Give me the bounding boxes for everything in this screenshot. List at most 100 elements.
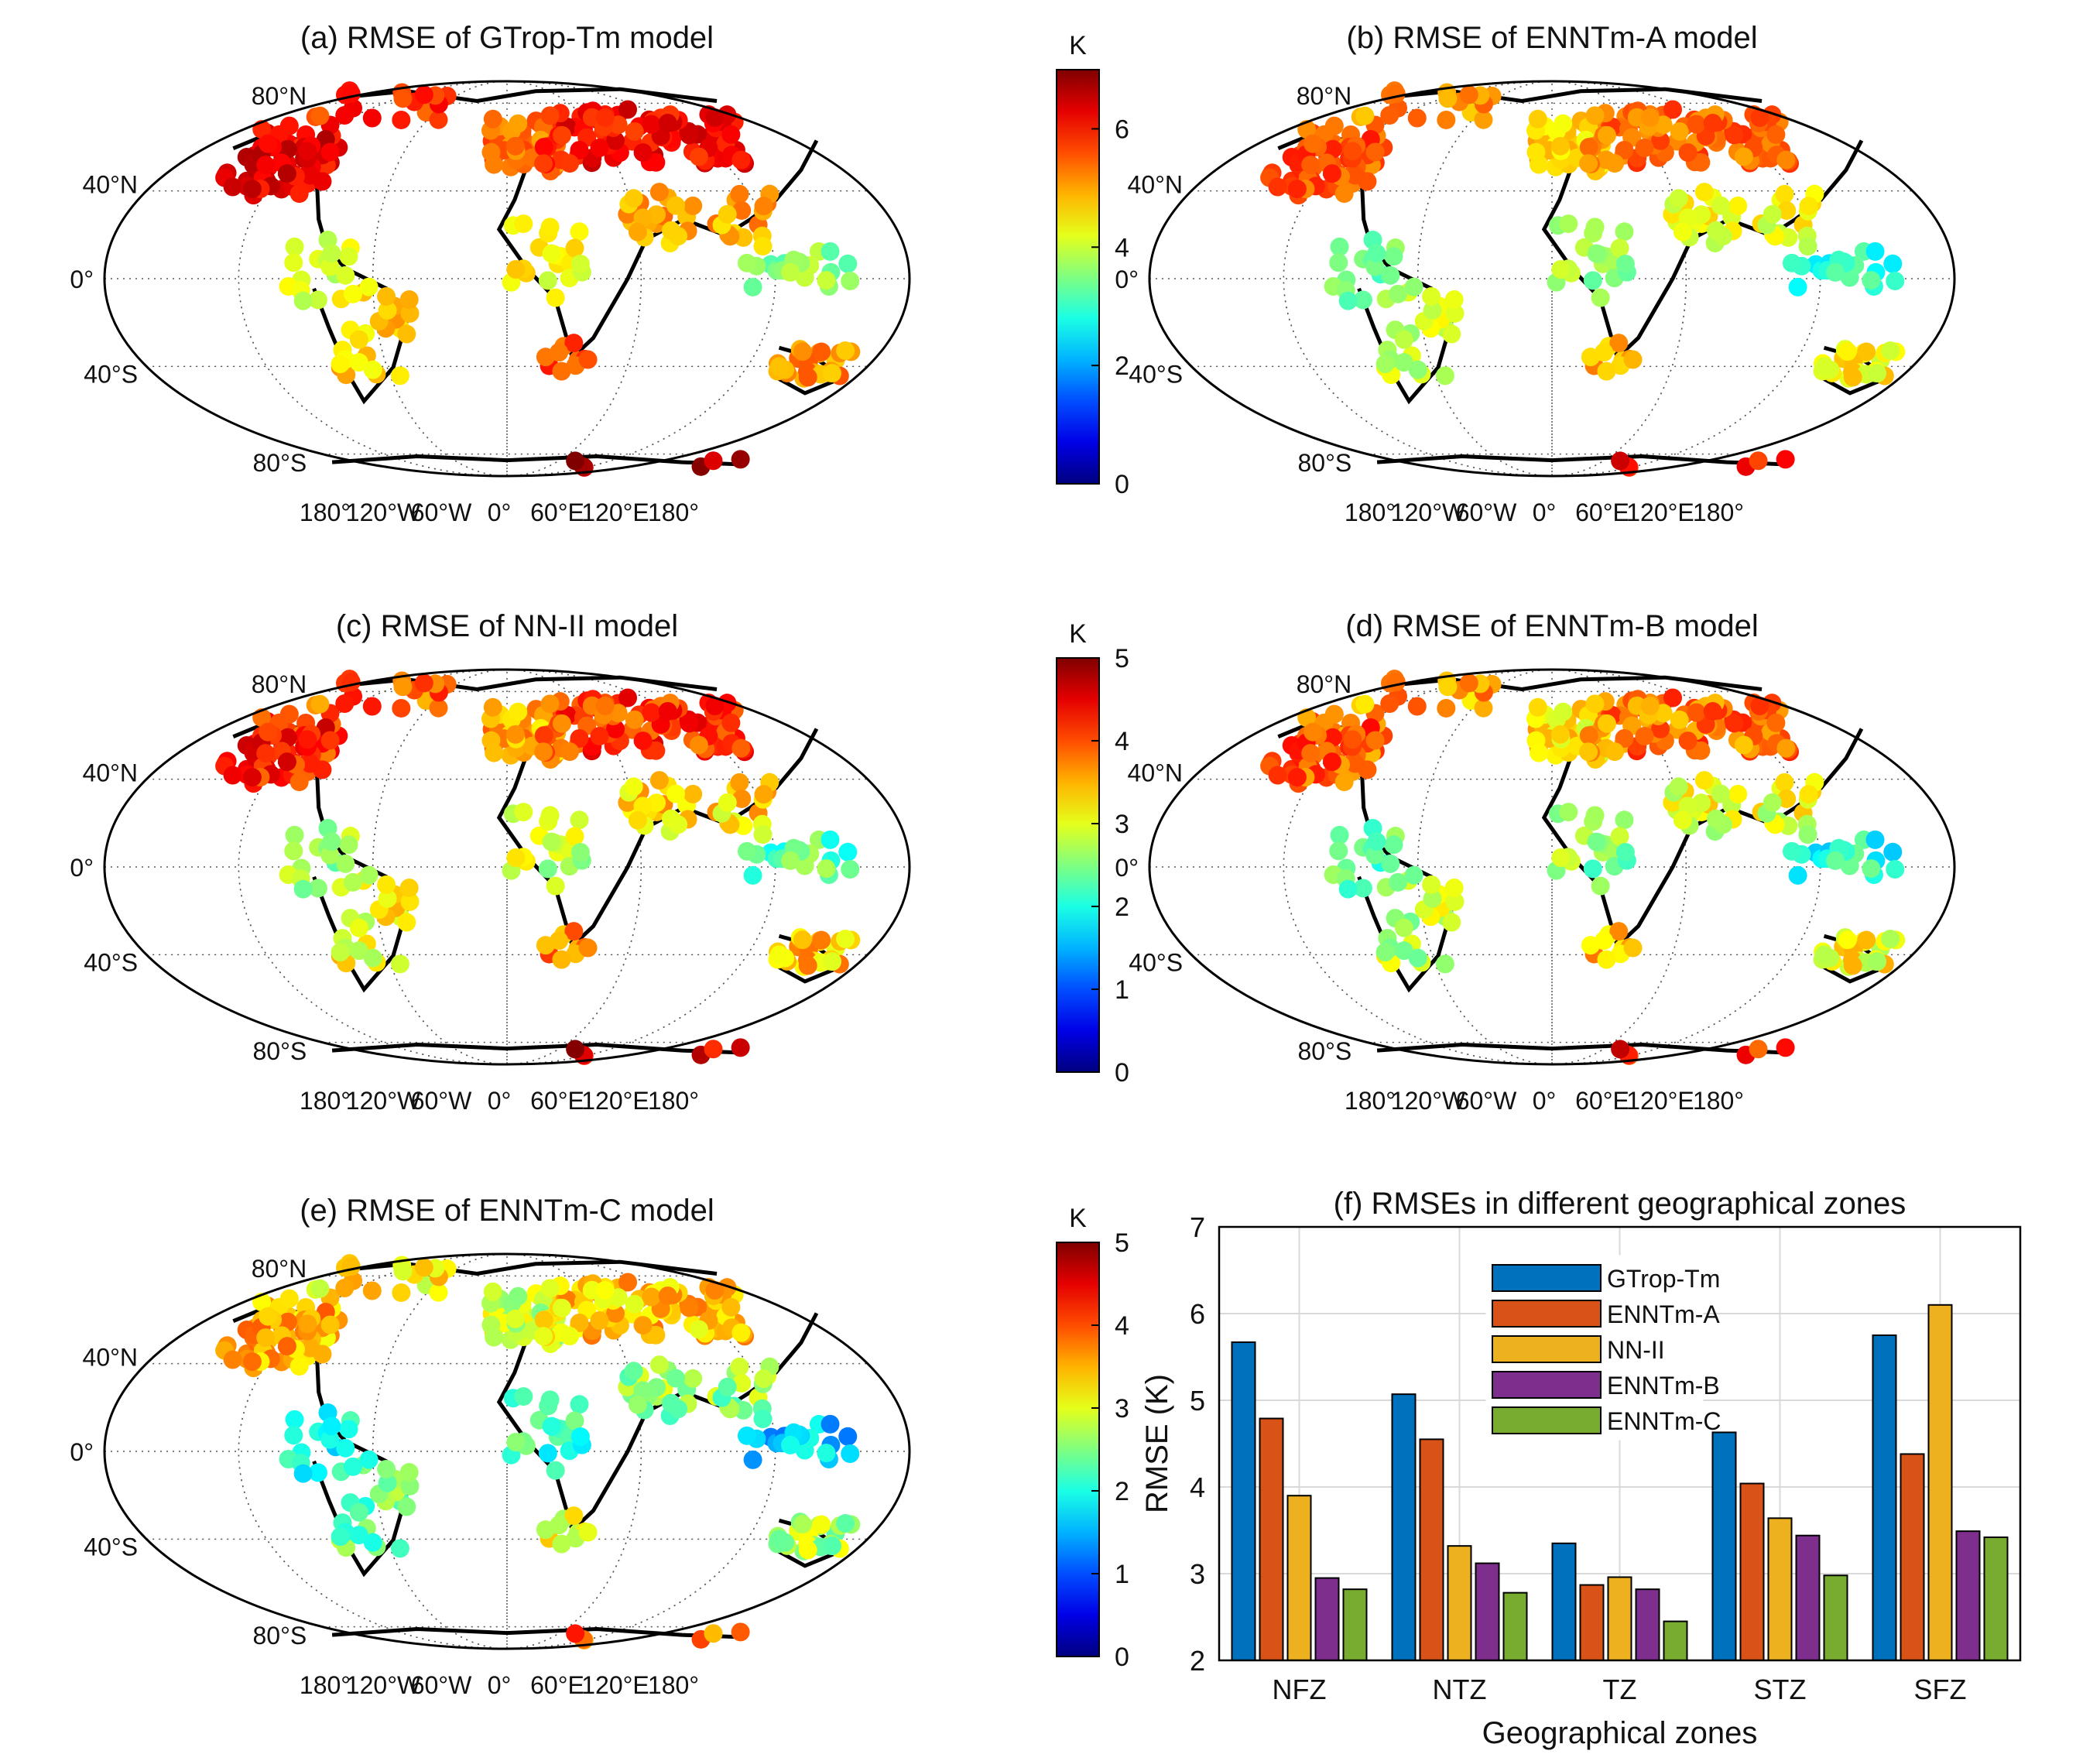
station-point — [625, 122, 644, 141]
longitude-label: 60°E — [1575, 1087, 1629, 1115]
station-point — [1838, 342, 1857, 361]
station-point — [649, 1355, 669, 1375]
station-point — [570, 1313, 589, 1332]
station-point — [1343, 730, 1362, 749]
station-point — [399, 290, 419, 310]
colorbar-unit: K — [1069, 31, 1087, 60]
station-point — [550, 343, 569, 362]
station-point — [1585, 694, 1605, 714]
station-point — [1669, 189, 1688, 208]
station-point — [590, 139, 609, 158]
station-point — [542, 832, 561, 851]
station-point — [1591, 288, 1610, 307]
station-point — [1750, 108, 1769, 128]
station-point — [542, 244, 561, 263]
station-point — [298, 142, 317, 161]
station-point — [506, 259, 526, 279]
station-point — [284, 253, 303, 272]
station-point — [590, 727, 609, 746]
station-point — [1706, 221, 1725, 240]
station-point — [534, 154, 553, 173]
station-point — [812, 930, 831, 950]
station-point — [624, 777, 643, 797]
bar-gtrop-tm — [1711, 1431, 1737, 1661]
station-point — [1585, 806, 1605, 825]
legend-swatch — [1492, 1264, 1602, 1292]
x-tick-label: SFZ — [1914, 1674, 1967, 1705]
station-point — [298, 730, 317, 749]
station-point — [509, 114, 528, 133]
station-point — [335, 1279, 355, 1298]
station-point — [279, 704, 299, 724]
station-point — [1883, 842, 1903, 862]
station-point — [331, 355, 350, 374]
station-point — [509, 702, 528, 721]
station-point — [259, 722, 278, 742]
station-point — [1442, 324, 1461, 344]
station-point — [658, 1286, 677, 1305]
station-point — [689, 1320, 708, 1339]
station-point — [730, 773, 749, 792]
station-point — [820, 1414, 840, 1434]
station-point — [718, 793, 737, 812]
station-point — [1268, 766, 1287, 785]
latitude-label: 40°S — [84, 360, 138, 388]
station-point — [754, 1369, 773, 1389]
station-point — [344, 872, 363, 892]
station-point — [1734, 147, 1753, 166]
station-point — [1814, 357, 1834, 376]
station-point — [560, 154, 580, 173]
longitude-label: 120°E — [1626, 498, 1694, 526]
station-point — [1408, 948, 1427, 968]
station-point — [838, 254, 858, 273]
longitude-label: 180° — [648, 1087, 699, 1115]
station-point — [399, 879, 419, 898]
station-point — [820, 242, 840, 261]
station-point — [1777, 789, 1797, 808]
bar-enntm-a — [1900, 1453, 1925, 1661]
latitude-label: 0° — [70, 266, 94, 293]
station-point — [1591, 876, 1610, 896]
station-point — [578, 938, 598, 958]
station-point — [1407, 108, 1427, 128]
station-point — [1798, 825, 1817, 845]
station-point — [769, 357, 789, 376]
station-point — [570, 842, 590, 862]
longitude-label: 180° — [1693, 498, 1744, 526]
station-point — [1435, 954, 1454, 974]
station-point — [259, 1307, 278, 1326]
station-point — [320, 1315, 340, 1334]
station-point — [400, 892, 420, 911]
station-point — [820, 830, 840, 849]
station-point — [514, 1387, 533, 1406]
station-point — [841, 272, 860, 291]
station-point — [363, 948, 382, 968]
longitude-label: 180° — [1693, 1087, 1744, 1115]
station-point — [362, 108, 382, 128]
station-point — [1776, 1038, 1795, 1057]
colorbar-tick-label: 1 — [1115, 975, 1129, 1005]
station-point — [308, 879, 327, 898]
station-point — [1725, 714, 1744, 733]
latitude-label: 0° — [1115, 854, 1139, 882]
colorbar-tick-label: 0 — [1115, 1643, 1129, 1672]
station-point — [1838, 930, 1857, 950]
station-point — [618, 1273, 638, 1292]
station-point — [1749, 451, 1768, 471]
station-point — [704, 1624, 723, 1643]
station-point — [552, 714, 571, 733]
station-point — [1474, 110, 1493, 129]
station-point — [618, 100, 638, 119]
station-point — [310, 694, 330, 714]
station-point — [661, 221, 680, 240]
station-point — [277, 752, 296, 772]
station-point — [1597, 950, 1616, 969]
station-point — [378, 889, 397, 908]
longitude-label: 120°W — [346, 1087, 421, 1115]
station-point — [769, 945, 789, 964]
station-point — [392, 110, 411, 129]
station-point — [595, 1280, 615, 1300]
station-point — [377, 1459, 396, 1478]
station-point — [1597, 714, 1616, 733]
y-axis-label: RMSE (K) — [1140, 1374, 1174, 1513]
